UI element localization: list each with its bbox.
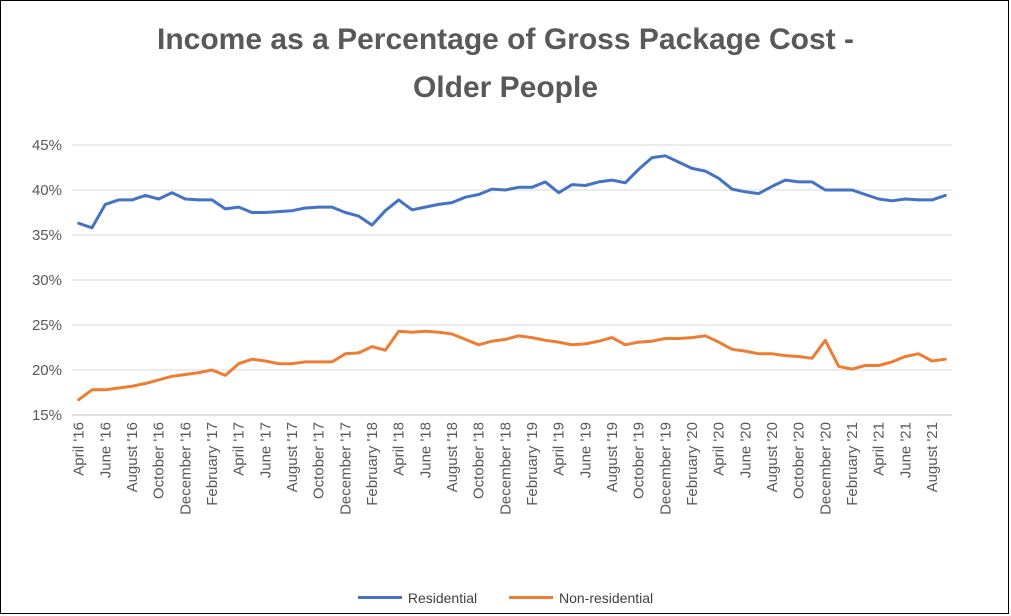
legend-swatch-non-residential — [508, 596, 553, 599]
x-tick-label: June '19 — [577, 422, 594, 478]
x-tick-label: February '18 — [364, 422, 381, 506]
legend-swatch-residential — [357, 596, 402, 599]
y-tick-label: 40% — [32, 182, 62, 199]
x-tick-label: December '18 — [497, 422, 514, 515]
x-tick-label: October '17 — [311, 422, 328, 499]
x-tick-label: June '16 — [97, 422, 114, 478]
x-tick-label: October '19 — [631, 422, 648, 499]
x-tick-label: June '18 — [417, 422, 434, 478]
x-tick-label: February '17 — [204, 422, 221, 506]
y-tick-label: 35% — [32, 227, 62, 244]
x-tick-label: October '20 — [791, 422, 808, 499]
x-tick-label: December '20 — [817, 422, 834, 515]
x-tick-label: October '16 — [151, 422, 168, 499]
x-tick-label: February '20 — [684, 422, 701, 506]
x-tick-label: February '21 — [844, 422, 861, 506]
y-tick-label: 45% — [32, 137, 62, 154]
y-tick-label: 15% — [32, 407, 62, 424]
legend-label-residential: Residential — [407, 589, 478, 606]
x-tick-label: April '17 — [231, 422, 248, 476]
x-tick-label: October '18 — [471, 422, 488, 499]
chart-title-line-1: Income as a Percentage of Gross Package … — [157, 23, 854, 56]
x-tick-label: December '19 — [657, 422, 674, 515]
series-line-residential — [77, 154, 947, 230]
y-tick-label: 25% — [32, 317, 62, 334]
chart-legend: Residential Non-residential — [0, 586, 1011, 606]
x-tick-label: August '19 — [604, 422, 621, 492]
x-tick-label: August '20 — [764, 422, 781, 492]
x-tick-label: April '16 — [71, 422, 88, 476]
chart-title-line-2: Older People — [412, 71, 599, 104]
y-tick-label: 30% — [32, 272, 62, 289]
x-tick-label: April '20 — [711, 422, 728, 476]
legend-label-non-residential: Non-residential — [558, 589, 654, 606]
x-tick-label: April '19 — [551, 422, 568, 476]
legend-item-non-residential: Non-residential — [508, 589, 654, 606]
x-tick-label: August '18 — [444, 422, 461, 492]
series-line-non-residential — [77, 329, 947, 402]
x-tick-label: August '21 — [924, 422, 941, 492]
x-tick-label: December '16 — [177, 422, 194, 515]
x-tick-label: August '17 — [284, 422, 301, 492]
x-tick-label: February '19 — [524, 422, 541, 506]
y-tick-label: 20% — [32, 362, 62, 379]
x-tick-label: April '21 — [871, 422, 888, 476]
x-tick-label: June '17 — [257, 422, 274, 478]
x-tick-label: August '16 — [124, 422, 141, 492]
legend-item-residential: Residential — [357, 589, 478, 606]
x-tick-label: April '18 — [391, 422, 408, 476]
x-tick-label: December '17 — [337, 422, 354, 515]
x-tick-label: June '21 — [897, 422, 914, 478]
x-tick-label: June '20 — [737, 422, 754, 478]
